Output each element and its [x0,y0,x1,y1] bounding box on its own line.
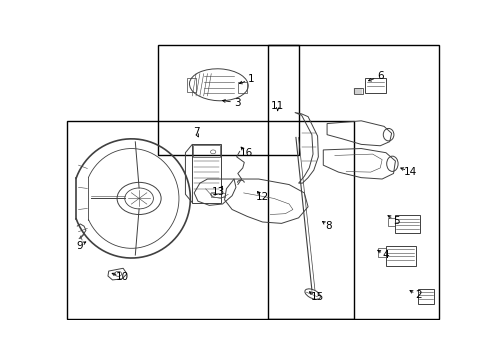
Circle shape [115,271,122,276]
Text: 14: 14 [404,167,417,177]
Text: 5: 5 [393,216,399,226]
Text: 7: 7 [193,127,199,137]
Text: 2: 2 [415,291,421,301]
Text: 9: 9 [76,240,83,251]
Bar [268,45,439,319]
Text: 11: 11 [271,100,284,111]
Text: 3: 3 [235,98,241,108]
Text: 1: 1 [248,74,254,84]
Bar [67,121,354,319]
Text: 6: 6 [377,72,384,81]
Text: 12: 12 [256,192,269,202]
Text: 4: 4 [383,250,389,260]
Text: 15: 15 [311,292,324,302]
Bar [158,45,298,156]
Text: 13: 13 [212,186,225,197]
Text: 10: 10 [116,273,128,283]
Text: 16: 16 [240,148,253,158]
Text: 8: 8 [326,221,332,231]
